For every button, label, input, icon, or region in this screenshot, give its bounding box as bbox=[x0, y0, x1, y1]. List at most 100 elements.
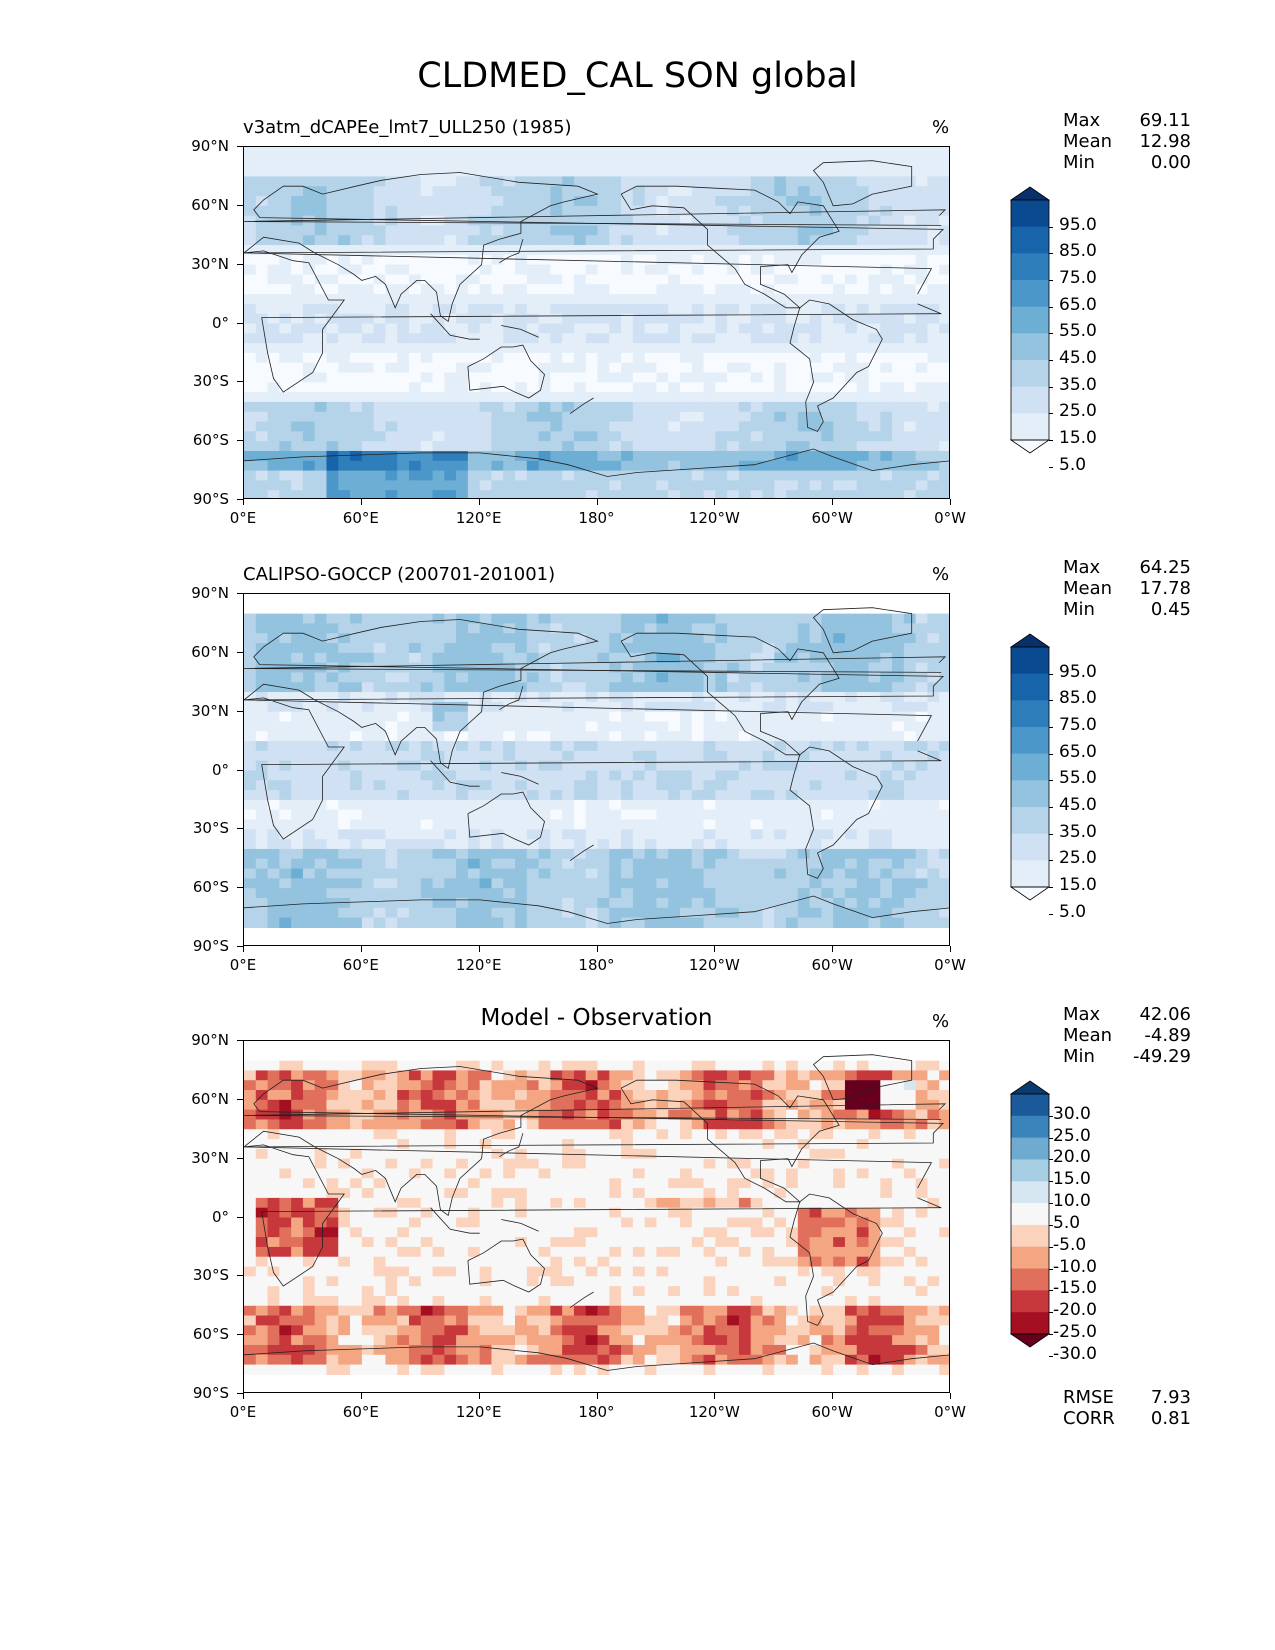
grid-cell bbox=[291, 450, 304, 462]
grid-cell bbox=[868, 731, 881, 742]
grid-cell bbox=[526, 809, 540, 821]
grid-cell bbox=[361, 839, 375, 850]
grid-cell bbox=[715, 343, 728, 354]
grid-cell bbox=[809, 613, 822, 625]
grid-cell bbox=[927, 264, 940, 276]
grid-cell bbox=[750, 1070, 764, 1081]
grid-cell bbox=[903, 741, 917, 752]
grid-cell bbox=[856, 1139, 870, 1150]
grid-cell bbox=[562, 303, 575, 315]
grid-cell bbox=[385, 323, 398, 334]
grid-cell bbox=[903, 490, 917, 498]
grid-cell bbox=[679, 343, 693, 354]
grid-cell bbox=[385, 878, 398, 889]
grid-cell bbox=[326, 1119, 339, 1130]
grid-cell bbox=[691, 1080, 705, 1091]
grid-cell bbox=[903, 352, 917, 364]
grid-cell bbox=[420, 790, 434, 801]
grid-cell bbox=[385, 156, 398, 168]
grid-cell bbox=[609, 460, 622, 472]
grid-cell bbox=[314, 917, 328, 928]
grid-cell bbox=[267, 848, 280, 860]
grid-cell bbox=[786, 1158, 799, 1170]
lon-tick-label: 120°W bbox=[688, 956, 740, 974]
grid-cell bbox=[420, 1129, 434, 1140]
grid-cell bbox=[715, 1168, 728, 1179]
grid-cell bbox=[656, 770, 669, 781]
grid-cell bbox=[515, 245, 528, 256]
grid-cell bbox=[609, 799, 622, 811]
grid-cell bbox=[632, 215, 646, 227]
grid-cell bbox=[338, 401, 351, 413]
grid-cell bbox=[597, 294, 610, 305]
grid-cell bbox=[656, 460, 669, 472]
grid-cell bbox=[679, 401, 693, 413]
grid-cell bbox=[538, 323, 551, 334]
grid-cell bbox=[279, 839, 292, 850]
grid-cell bbox=[679, 1080, 693, 1091]
grid-cell bbox=[573, 274, 587, 285]
grid-cell bbox=[821, 897, 834, 909]
grid-cell bbox=[526, 888, 540, 899]
grid-cell bbox=[267, 441, 280, 452]
grid-cell bbox=[467, 176, 481, 187]
grid-cell bbox=[915, 1060, 929, 1072]
grid-cell bbox=[467, 147, 481, 158]
grid-cell bbox=[903, 760, 917, 772]
grid-cell bbox=[350, 333, 363, 344]
grid-cell bbox=[915, 313, 929, 325]
grid-cell bbox=[420, 460, 434, 472]
grid-cell bbox=[609, 692, 622, 703]
grid-cell bbox=[880, 760, 893, 772]
grid-cell bbox=[703, 156, 716, 168]
grid-cell bbox=[350, 1099, 363, 1111]
grid-cell bbox=[939, 274, 949, 285]
grid-cell bbox=[279, 848, 292, 860]
grid-cell bbox=[621, 799, 634, 811]
grid-cell bbox=[915, 1080, 929, 1091]
grid-cell bbox=[939, 245, 949, 256]
grid-cell bbox=[515, 450, 528, 462]
grid-cell bbox=[503, 770, 516, 781]
grid-cell bbox=[503, 264, 516, 276]
grid-cell bbox=[267, 1119, 280, 1130]
grid-cell bbox=[385, 623, 398, 634]
grid-cell bbox=[809, 274, 822, 285]
grid-cell bbox=[844, 613, 858, 625]
grid-cell bbox=[302, 196, 316, 207]
grid-cell bbox=[291, 731, 304, 742]
grid-cell bbox=[609, 741, 622, 752]
grid-cell bbox=[302, 156, 316, 168]
grid-cell bbox=[727, 770, 740, 781]
grid-cell bbox=[774, 490, 787, 498]
grid-cell bbox=[750, 839, 764, 850]
lon-tick-label: 60°E bbox=[342, 509, 379, 527]
grid-cell bbox=[750, 1119, 764, 1130]
grid-cell bbox=[868, 343, 881, 354]
grid-cell bbox=[385, 411, 398, 423]
grid-cell bbox=[750, 470, 764, 481]
grid-cell bbox=[573, 196, 587, 207]
grid-cell bbox=[456, 1080, 469, 1091]
grid-cell bbox=[880, 392, 893, 403]
grid-cell bbox=[762, 848, 775, 860]
grid-cell bbox=[656, 147, 669, 158]
grid-cell bbox=[338, 245, 351, 256]
lon-tick-label: 180° bbox=[578, 956, 615, 974]
grid-cell bbox=[903, 254, 917, 266]
grid-cell bbox=[573, 613, 587, 625]
grid-cell bbox=[573, 839, 587, 850]
grid-cell bbox=[809, 760, 822, 772]
grid-cell bbox=[668, 799, 681, 811]
grid-cell bbox=[868, 156, 881, 168]
grid-cell bbox=[668, 480, 681, 491]
grid-cell bbox=[762, 470, 775, 481]
grid-cell bbox=[727, 323, 740, 334]
grid-cell bbox=[244, 274, 257, 285]
grid-cell bbox=[656, 731, 669, 742]
grid-cell bbox=[809, 215, 822, 227]
grid-cell bbox=[491, 313, 504, 325]
grid-cell bbox=[479, 176, 493, 187]
grid-cell bbox=[668, 1109, 681, 1121]
grid-cell bbox=[597, 750, 610, 762]
